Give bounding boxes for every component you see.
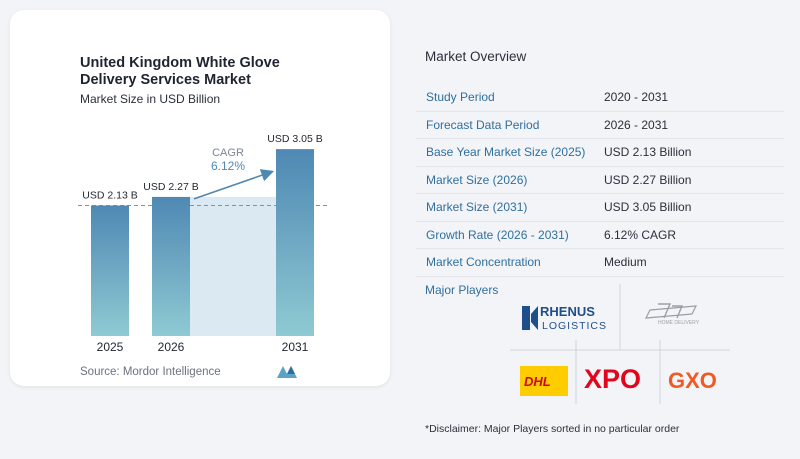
rhenus-logo-subtext: LOGISTICS <box>542 320 607 332</box>
overview-value: USD 3.05 Billion <box>604 200 692 215</box>
dhl-logo-text: DHL <box>524 374 551 389</box>
bar-2031 <box>276 149 314 336</box>
overview-value: 6.12% CAGR <box>604 227 677 242</box>
xpo-logo-icon: XPO <box>584 364 641 394</box>
bar-2025 <box>91 205 129 336</box>
overview-row: Market Size (2031) USD 3.05 Billion <box>416 194 784 222</box>
overview-row: Market Concentration Medium <box>416 249 784 277</box>
source-note: Source: Mordor Intelligence <box>80 366 221 378</box>
overview-value: USD 2.27 Billion <box>604 172 692 187</box>
market-overview-table: Study Period 2020 - 2031 Forecast Data P… <box>416 84 784 277</box>
market-overview-title: Market Overview <box>425 49 527 64</box>
x-tick-label-2025: 2025 <box>97 340 124 354</box>
chart-subtitle: Market Size in USD Billion <box>80 92 221 106</box>
rhenus-logo-icon: RHENUS LOGISTICS <box>522 304 607 332</box>
overview-value: 2020 - 2031 <box>604 90 669 105</box>
xpo-logo-text: XPO <box>584 364 641 394</box>
home-delivery-logo-icon: HOME DELIVERY <box>644 303 700 326</box>
overview-label: Base Year Market Size (2025) <box>426 145 586 160</box>
overview-value: 2026 - 2031 <box>604 117 669 132</box>
growth-band <box>190 196 276 336</box>
major-players-title: Major Players <box>425 283 499 297</box>
overview-label: Growth Rate (2026 - 2031) <box>426 227 569 242</box>
overview-label: Study Period <box>426 90 495 105</box>
cagr-value: 6.12% <box>211 159 245 173</box>
data-label-2025: USD 2.13 B <box>82 189 137 201</box>
mordor-intelligence-logo-icon <box>277 366 297 378</box>
overview-label: Market Size (2026) <box>426 172 528 187</box>
overview-label: Forecast Data Period <box>426 117 540 132</box>
overview-row: Study Period 2020 - 2031 <box>416 84 784 112</box>
overview-row: Base Year Market Size (2025) USD 2.13 Bi… <box>416 139 784 167</box>
cagr-arrow <box>193 169 275 200</box>
major-players-grid: RHENUS LOGISTICS HOME DELIVERY DHL XPO G… <box>510 284 730 404</box>
overview-label: Market Size (2031) <box>426 200 528 215</box>
home-delivery-logo-text: HOME DELIVERY <box>658 320 700 326</box>
gxo-logo-text: GXO <box>668 368 717 393</box>
chart-title: United Kingdom White Glove Delivery Serv… <box>80 55 280 88</box>
overview-value: USD 2.13 Billion <box>604 145 692 160</box>
bar-2026 <box>152 196 190 336</box>
cagr-label: CAGR <box>212 147 244 159</box>
data-label-2026: USD 2.27 B <box>143 181 198 193</box>
overview-row: Forecast Data Period 2026 - 2031 <box>416 112 784 139</box>
x-tick-label-2026: 2026 <box>158 340 185 354</box>
rhenus-logo-text: RHENUS <box>540 304 595 319</box>
x-tick-label-2031: 2031 <box>282 340 309 354</box>
bar-chart: USD 2.13 B 2025 USD 2.27 B 2026 USD 3.05 B 20… <box>78 133 330 354</box>
overview-value: Medium <box>604 255 647 270</box>
overview-row: Market Size (2026) USD 2.27 Billion <box>416 167 784 194</box>
data-label-2031: USD 3.05 B <box>267 133 322 145</box>
gxo-logo-icon: GXO <box>668 368 717 393</box>
overview-label: Market Concentration <box>426 255 541 270</box>
disclaimer: *Disclaimer: Major Players sorted in no … <box>425 423 680 435</box>
overview-row: Growth Rate (2026 - 2031) 6.12% CAGR <box>416 222 784 249</box>
dhl-logo-icon: DHL <box>520 366 568 396</box>
